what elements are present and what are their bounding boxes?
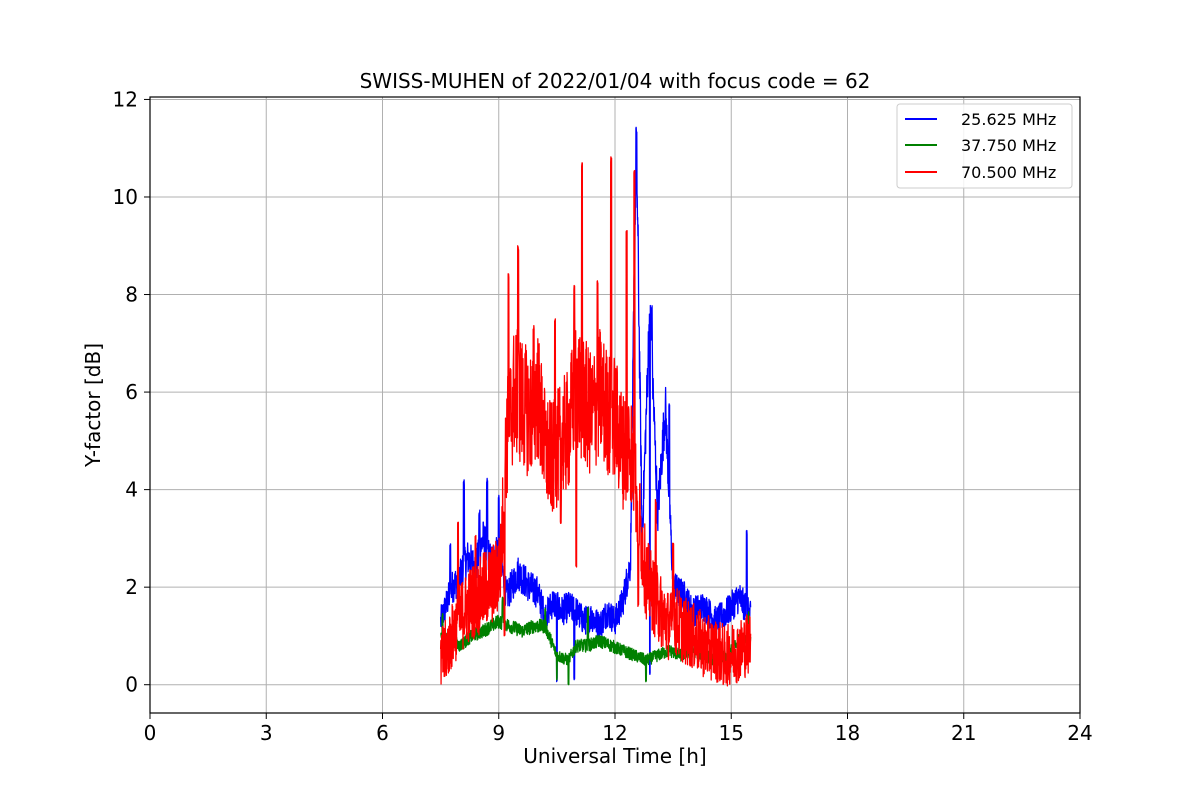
x-tick-label: 15 [719,721,744,745]
y-axis-label: Y-factor [dB] [81,343,105,468]
y-tick-label: 12 [113,87,138,111]
y-tick-label: 2 [125,575,138,599]
legend-label-70500: 70.500 MHz [961,163,1056,182]
x-tick-label: 21 [951,721,976,745]
y-tick-label: 6 [125,380,138,404]
x-tick-label: 12 [602,721,627,745]
y-tick-label: 8 [125,283,138,307]
x-tick-label: 24 [1067,721,1092,745]
y-tick-label: 0 [125,673,138,697]
chart-title: SWISS-MUHEN of 2022/01/04 with focus cod… [360,69,871,93]
y-tick-label: 4 [125,478,138,502]
legend-label-25625: 25.625 MHz [961,110,1056,129]
legend: 25.625 MHz 37.750 MHz 70.500 MHz [896,103,1073,189]
plot-area [439,126,752,687]
x-tick-label: 3 [260,721,273,745]
x-tick-label: 9 [492,721,505,745]
x-tick-label: 6 [376,721,389,745]
y-tick-label: 10 [113,185,138,209]
legend-box [896,103,1073,189]
x-tick-label: 18 [835,721,860,745]
legend-label-37750: 37.750 MHz [961,136,1056,155]
x-axis-label: Universal Time [h] [523,744,706,768]
series-70500-mhz [439,156,752,687]
x-tick-label: 0 [144,721,157,745]
